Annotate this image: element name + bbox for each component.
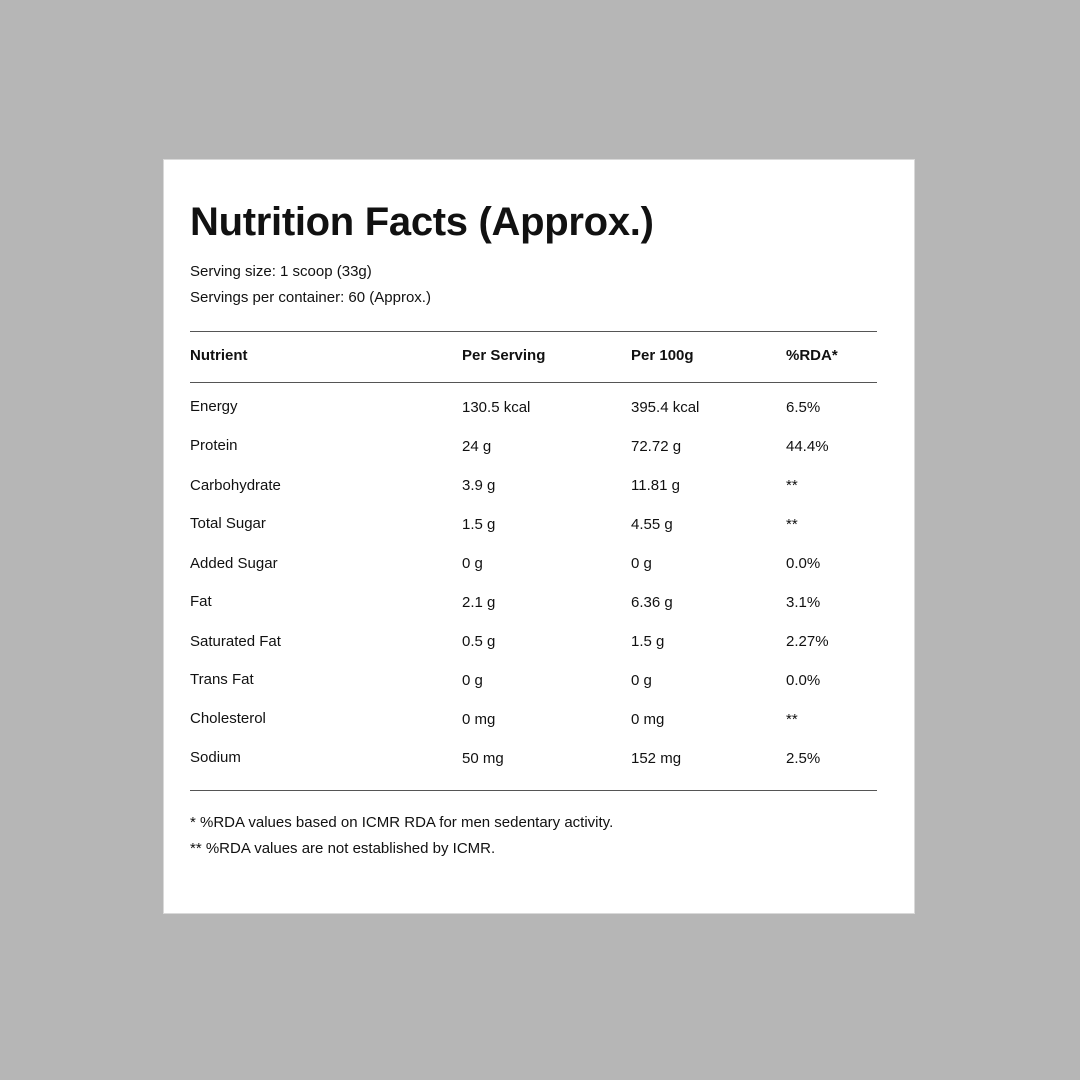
per-serving-value: 50 mg — [462, 750, 504, 767]
panel-title: Nutrition Facts (Approx.) — [190, 200, 654, 244]
servings-per-container: Servings per container: 60 (Approx.) — [190, 289, 431, 306]
per-serving-value: 0.5 g — [462, 633, 496, 650]
nutrient-name: Protein — [190, 437, 238, 454]
per-100g-value: 4.55 g — [631, 516, 673, 533]
nutrient-name: Added Sugar — [190, 555, 278, 572]
per-serving-value: 130.5 kcal — [462, 399, 531, 416]
nutrient-name: Trans Fat — [190, 671, 254, 688]
per-100g-value: 0 mg — [631, 711, 665, 728]
rda-value: 3.1% — [786, 594, 821, 611]
rda-value: 0.0% — [786, 672, 821, 689]
table-top-divider — [190, 331, 877, 332]
nutrient-name: Sodium — [190, 749, 241, 766]
rda-value: ** — [786, 711, 798, 728]
rda-value: 2.27% — [786, 633, 829, 650]
header-per-100g: Per 100g — [631, 347, 694, 364]
rda-value: 6.5% — [786, 399, 821, 416]
footnote-rda-not-established: ** %RDA values are not established by IC… — [190, 840, 496, 857]
per-100g-value: 1.5 g — [631, 633, 665, 650]
rda-value: 2.5% — [786, 750, 821, 767]
nutrition-facts-panel: Nutrition Facts (Approx.) Serving size: … — [163, 159, 915, 914]
per-serving-value: 24 g — [462, 438, 492, 455]
per-100g-value: 395.4 kcal — [631, 399, 700, 416]
header-rda: %RDA* — [786, 347, 838, 364]
nutrient-name: Cholesterol — [190, 710, 266, 727]
per-serving-value: 0 g — [462, 555, 483, 572]
nutrient-name: Carbohydrate — [190, 477, 281, 494]
nutrient-name: Energy — [190, 398, 238, 415]
table-bottom-divider — [190, 790, 877, 791]
rda-value: 44.4% — [786, 438, 829, 455]
footnote-rda-basis: * %RDA values based on ICMR RDA for men … — [190, 814, 614, 831]
header-per-serving: Per Serving — [462, 347, 546, 364]
per-100g-value: 0 g — [631, 555, 652, 572]
per-serving-value: 0 g — [462, 672, 483, 689]
nutrient-name: Fat — [190, 593, 212, 610]
per-serving-value: 3.9 g — [462, 477, 496, 494]
per-100g-value: 11.81 g — [631, 477, 680, 494]
per-100g-value: 0 g — [631, 672, 652, 689]
header-divider — [190, 382, 877, 383]
per-100g-value: 6.36 g — [631, 594, 673, 611]
nutrient-name: Saturated Fat — [190, 633, 281, 650]
rda-value: 0.0% — [786, 555, 821, 572]
nutrient-name: Total Sugar — [190, 515, 266, 532]
rda-value: ** — [786, 516, 798, 533]
per-serving-value: 0 mg — [462, 711, 496, 728]
per-100g-value: 72.72 g — [631, 438, 682, 455]
per-serving-value: 1.5 g — [462, 516, 496, 533]
serving-size: Serving size: 1 scoop (33g) — [190, 263, 372, 280]
rda-value: ** — [786, 477, 798, 494]
header-nutrient: Nutrient — [190, 347, 248, 364]
per-100g-value: 152 mg — [631, 750, 682, 767]
per-serving-value: 2.1 g — [462, 594, 496, 611]
